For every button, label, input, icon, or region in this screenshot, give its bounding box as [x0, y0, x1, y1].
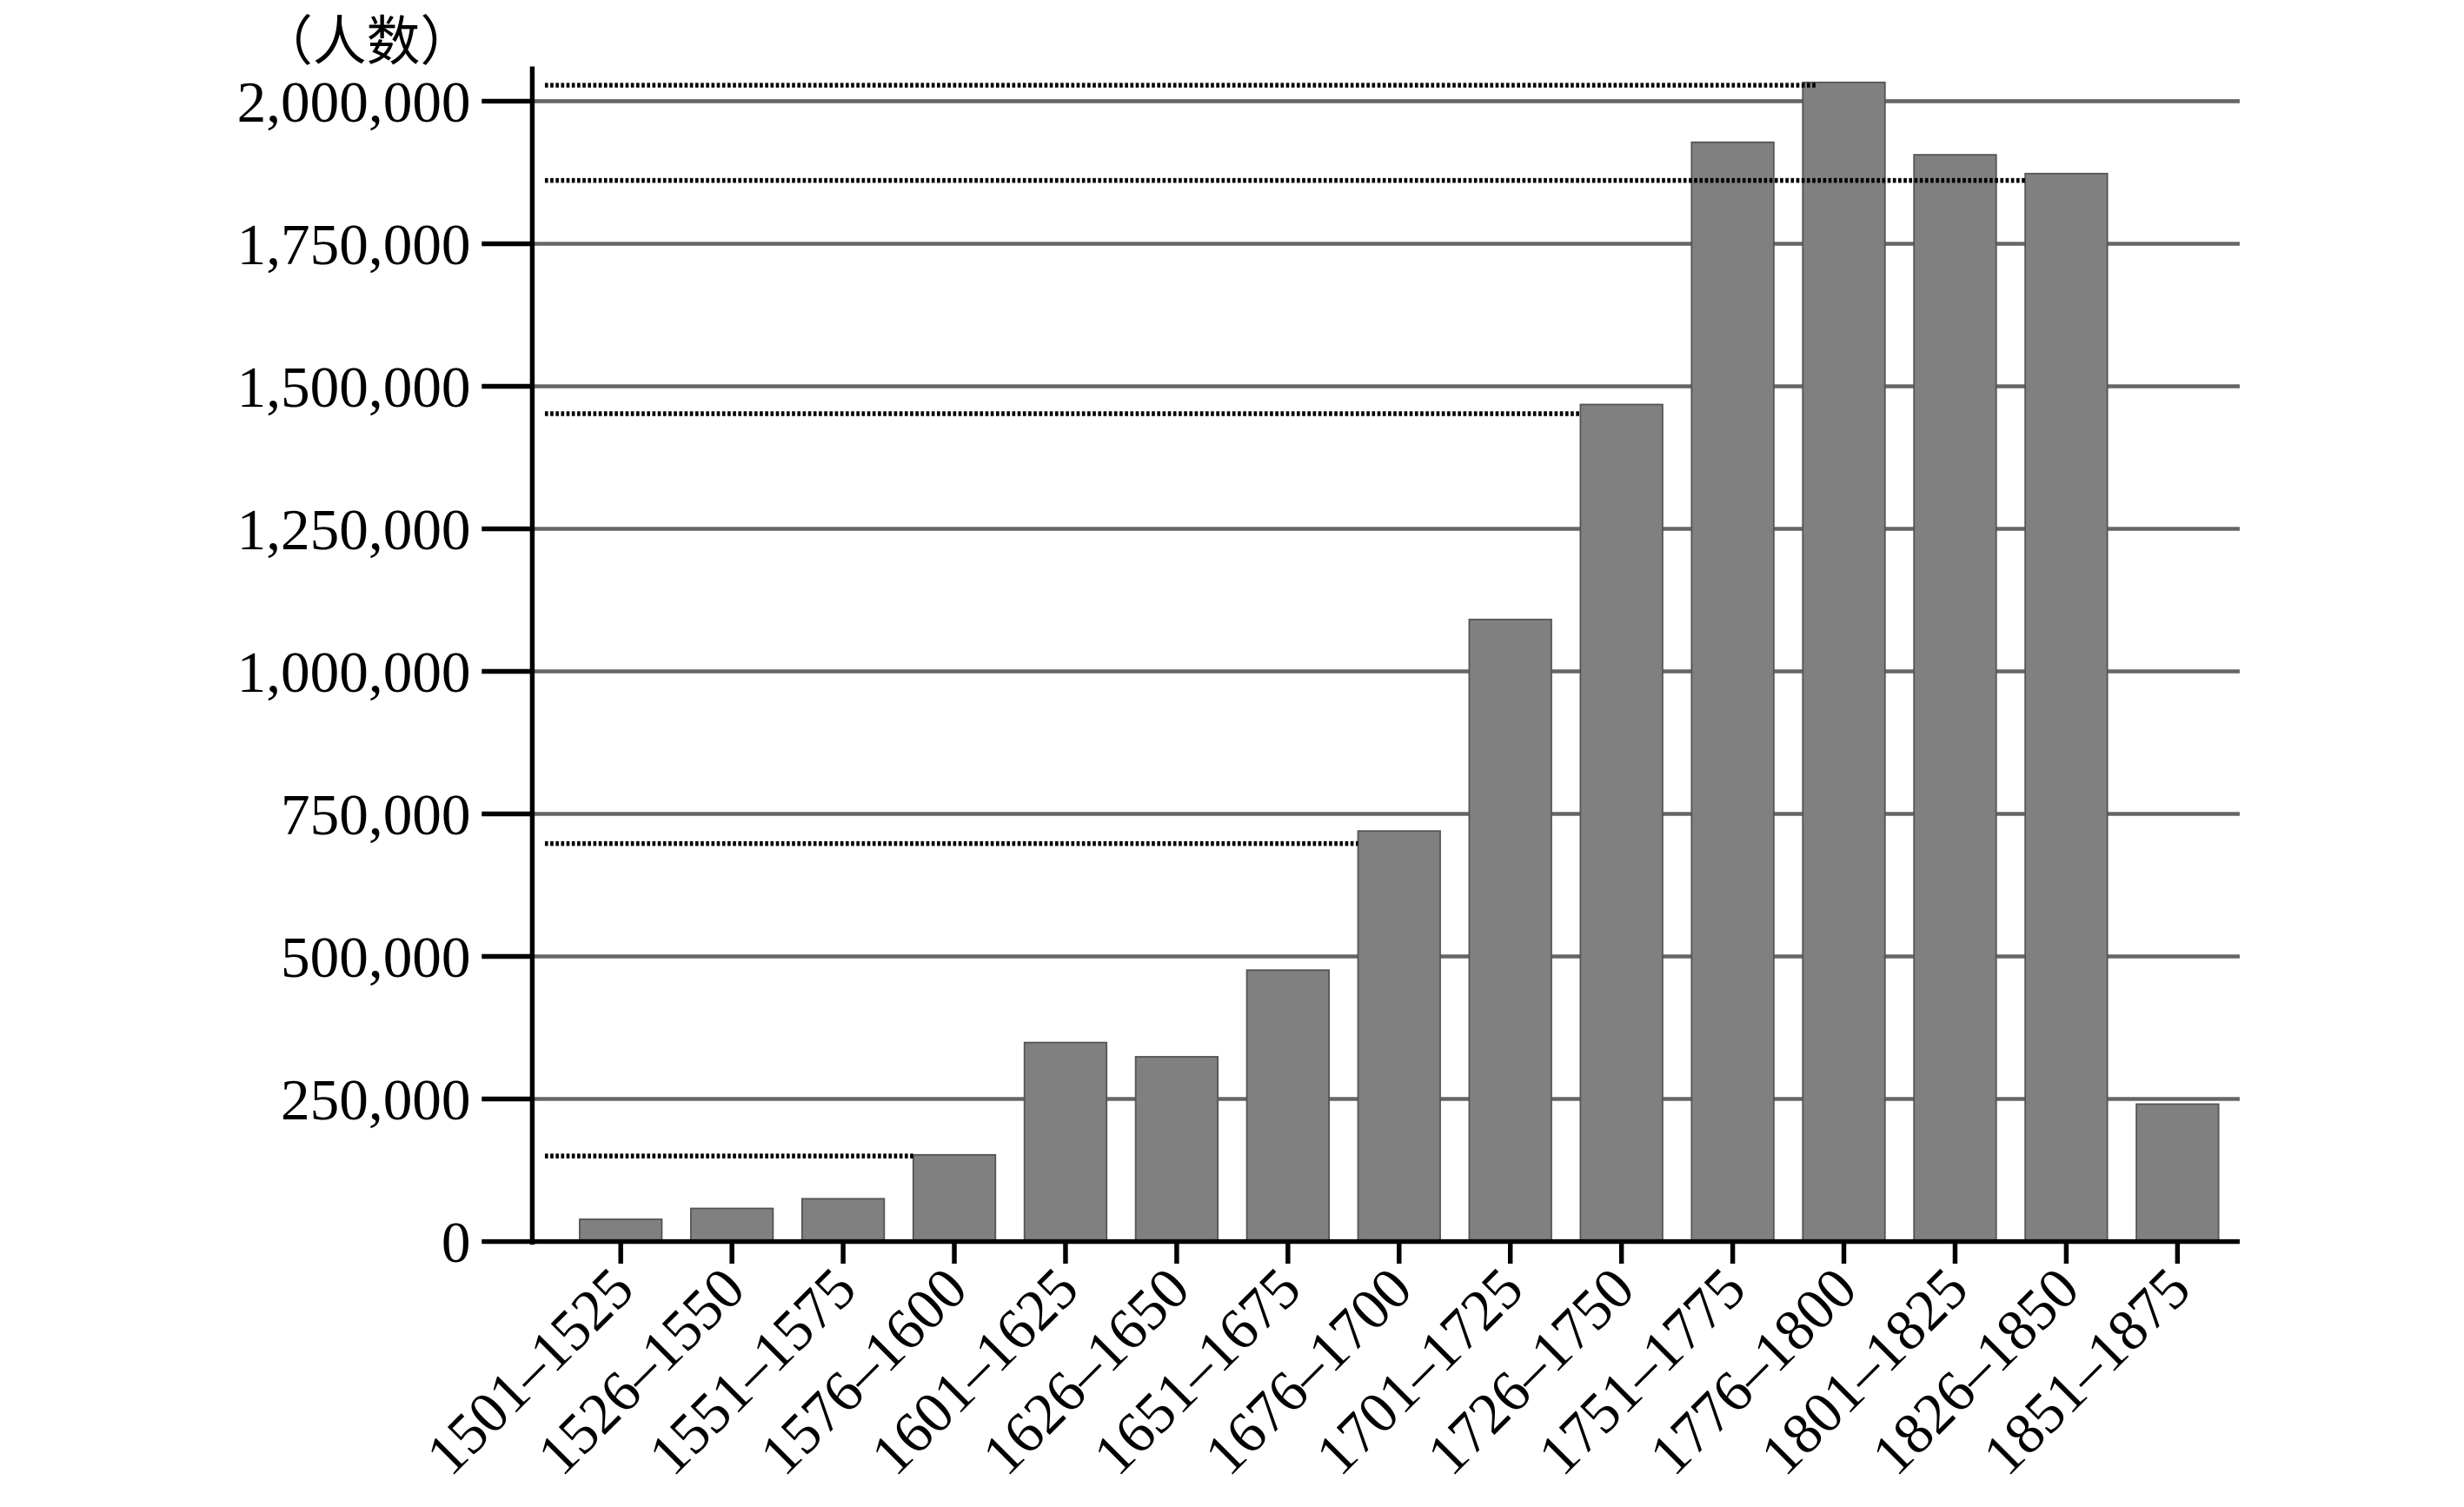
reference-lines — [544, 83, 2026, 1158]
bar-1576–1600 — [912, 1153, 997, 1243]
axes — [482, 66, 2240, 1264]
bars — [579, 81, 2220, 1243]
bar-1626–1650 — [1134, 1056, 1219, 1243]
bar-1726–1750 — [1579, 403, 1664, 1243]
y-tick-label: 1,000,000 — [237, 640, 471, 705]
bar-1776–1800 — [1802, 81, 1886, 1243]
y-tick-label: 750,000 — [281, 782, 471, 847]
y-tick-label: 1,500,000 — [237, 355, 471, 420]
bar-1551–1575 — [800, 1198, 886, 1243]
y-tick-label: 2,000,000 — [237, 70, 471, 135]
y-tick-labels: 0 250,000 500,000 750,000 1,000,000 1,250,000… — [237, 70, 471, 1275]
bar-1651–1675 — [1245, 969, 1330, 1243]
bar-1601–1625 — [1023, 1041, 1108, 1243]
bar-1851–1875 — [2135, 1103, 2220, 1243]
y-axis-unit-label: （人数） — [259, 10, 474, 73]
bar-1751–1775 — [1690, 141, 1775, 1243]
gridlines — [532, 99, 2240, 1101]
bar-1701–1725 — [1468, 618, 1552, 1243]
bar-1526–1550 — [689, 1207, 774, 1243]
y-tick-label: 250,000 — [281, 1067, 471, 1132]
bar-1501–1525 — [579, 1218, 663, 1243]
y-tick-label: 1,750,000 — [237, 212, 471, 277]
x-tick-labels: 1501–15251526–15501551–15751576–16001601… — [414, 1255, 2202, 1487]
bar-1826–1850 — [2024, 172, 2109, 1243]
bar-1676–1700 — [1357, 830, 1441, 1243]
y-tick-label: 1,250,000 — [237, 497, 471, 562]
y-tick-label: 500,000 — [281, 925, 471, 990]
y-tick-label: 0 — [442, 1210, 471, 1275]
bar-1801–1825 — [1913, 154, 1997, 1243]
